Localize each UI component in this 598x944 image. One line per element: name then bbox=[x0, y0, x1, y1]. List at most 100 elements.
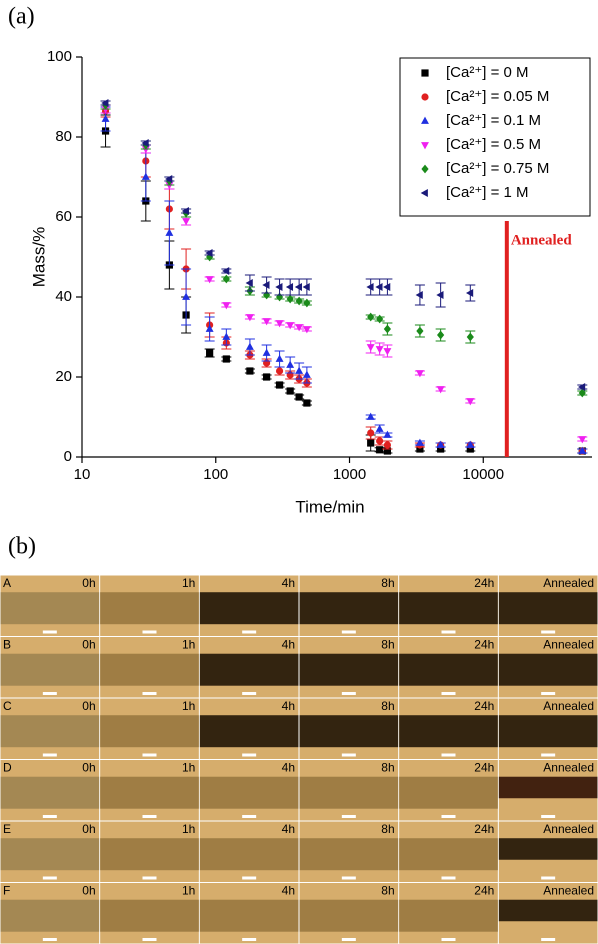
time-label: 4h bbox=[282, 822, 295, 836]
fiber bbox=[100, 776, 199, 809]
fiber bbox=[498, 653, 598, 686]
fiber bbox=[399, 592, 498, 625]
point bbox=[376, 437, 384, 445]
point bbox=[415, 291, 423, 299]
point bbox=[285, 283, 294, 291]
legend-marker bbox=[421, 69, 429, 77]
scale-bar bbox=[441, 815, 456, 818]
legend-marker bbox=[421, 116, 429, 124]
fiber bbox=[498, 592, 598, 625]
legend-label: [Ca²⁺] = 0.75 M bbox=[446, 160, 549, 177]
point bbox=[383, 447, 392, 455]
row-label: A bbox=[3, 576, 11, 590]
point bbox=[246, 367, 254, 375]
point bbox=[466, 398, 475, 406]
time-label: 8h bbox=[381, 884, 394, 898]
y-tick-label: 20 bbox=[55, 368, 72, 385]
point bbox=[466, 332, 474, 342]
time-label: 1h bbox=[182, 576, 195, 590]
row-label: E bbox=[3, 822, 11, 836]
point bbox=[367, 429, 375, 437]
fiber bbox=[399, 838, 498, 871]
fiber bbox=[498, 715, 598, 748]
time-label: Annealed bbox=[543, 638, 594, 652]
point bbox=[376, 446, 384, 454]
point bbox=[286, 387, 294, 395]
fiber bbox=[299, 776, 399, 809]
scale-bar bbox=[341, 815, 356, 818]
legend-marker bbox=[421, 93, 429, 101]
time-label: 8h bbox=[381, 638, 394, 652]
scale-bar bbox=[142, 938, 157, 941]
legend-marker bbox=[421, 164, 429, 174]
scale-bar bbox=[541, 630, 556, 634]
point bbox=[245, 342, 254, 350]
scale-bar bbox=[142, 753, 157, 757]
point bbox=[263, 373, 271, 381]
time-label: 8h bbox=[381, 699, 394, 713]
scale-bar bbox=[142, 630, 157, 634]
fiber bbox=[199, 838, 299, 871]
point bbox=[222, 274, 230, 284]
point bbox=[275, 381, 284, 389]
time-label: 4h bbox=[282, 884, 295, 898]
time-label: 0h bbox=[82, 638, 95, 652]
time-label: Annealed bbox=[543, 884, 594, 898]
time-label: 4h bbox=[282, 699, 295, 713]
scale-bar bbox=[42, 692, 57, 695]
row-label: C bbox=[3, 699, 12, 713]
point bbox=[303, 298, 311, 308]
point bbox=[416, 445, 424, 453]
point bbox=[437, 330, 445, 340]
point bbox=[366, 412, 375, 420]
y-tick-label: 100 bbox=[47, 48, 72, 65]
time-label: 0h bbox=[82, 699, 95, 713]
fiber bbox=[399, 899, 498, 932]
point bbox=[383, 348, 392, 356]
fiber bbox=[299, 653, 399, 686]
scale-bar bbox=[441, 876, 456, 880]
scale-bar bbox=[242, 938, 257, 941]
point bbox=[286, 360, 295, 368]
point bbox=[182, 218, 191, 226]
point bbox=[141, 172, 150, 180]
point bbox=[577, 383, 586, 391]
point bbox=[262, 348, 271, 356]
scale-bar bbox=[242, 630, 257, 634]
scale-bar bbox=[242, 876, 257, 880]
row-label: B bbox=[3, 638, 11, 652]
point bbox=[383, 441, 392, 449]
scale-bar bbox=[242, 815, 257, 818]
time-label: 24h bbox=[474, 576, 494, 590]
point bbox=[367, 312, 375, 322]
fiber bbox=[0, 838, 100, 871]
fiber bbox=[0, 715, 100, 748]
time-label: Annealed bbox=[543, 576, 594, 590]
row-label: D bbox=[3, 761, 12, 775]
fiber bbox=[0, 592, 100, 625]
fiber bbox=[498, 776, 598, 799]
legend-label: [Ca²⁺] = 0.05 M bbox=[446, 88, 549, 105]
scale-bar bbox=[42, 938, 57, 941]
scale-bar bbox=[341, 876, 356, 880]
point bbox=[245, 279, 253, 287]
legend-label: [Ca²⁺] = 1 M bbox=[446, 184, 529, 201]
point bbox=[222, 355, 230, 363]
time-label: 1h bbox=[182, 761, 195, 775]
scale-bar bbox=[341, 938, 356, 941]
time-label: 24h bbox=[474, 884, 494, 898]
point bbox=[222, 332, 231, 340]
scale-bar bbox=[142, 692, 157, 695]
fiber bbox=[498, 899, 598, 922]
legend-label: [Ca²⁺] = 0 M bbox=[446, 64, 529, 81]
point bbox=[366, 283, 374, 291]
point bbox=[375, 346, 384, 354]
point bbox=[101, 106, 110, 114]
point bbox=[182, 292, 191, 300]
fiber bbox=[100, 715, 199, 748]
point bbox=[295, 366, 304, 374]
point bbox=[286, 294, 294, 304]
point bbox=[436, 440, 445, 448]
scale-bar bbox=[441, 630, 456, 634]
